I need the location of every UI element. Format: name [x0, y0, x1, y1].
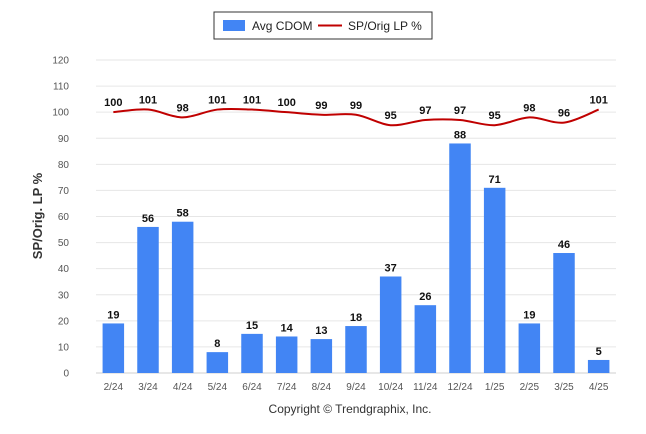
- x-tick-label: 9/24: [346, 382, 366, 393]
- bar-data-label: 88: [454, 129, 466, 141]
- line-data-label: 98: [177, 102, 189, 114]
- bar: [449, 143, 471, 373]
- y-tick-label: 80: [58, 160, 70, 171]
- bar-data-label: 14: [281, 322, 294, 334]
- y-tick-label: 0: [63, 369, 69, 380]
- legend: Avg CDOM SP/Orig LP %: [213, 11, 433, 40]
- x-tick-label: 12/24: [447, 382, 472, 393]
- x-tick-label: 7/24: [277, 382, 297, 393]
- bar: [171, 221, 194, 373]
- line-data-label: 95: [489, 110, 501, 122]
- line-data-label: 99: [315, 100, 327, 112]
- line-data-label: 99: [350, 100, 362, 112]
- bar-data-label: 46: [558, 239, 570, 251]
- line-data-label: 101: [243, 95, 261, 107]
- x-tick-label: 3/25: [554, 382, 574, 393]
- line-data-label: 97: [419, 105, 431, 117]
- bar-data-label: 19: [523, 309, 535, 321]
- line-data-label: 97: [454, 105, 466, 117]
- bar-data-label: 19: [107, 309, 119, 321]
- line-series: 100 101 98 101 101 100 99 99 95 97 97 95 98 96 101: [104, 95, 608, 127]
- bar-data-label: 15: [246, 320, 258, 332]
- y-tick-label: 60: [58, 212, 70, 223]
- bar-data-label: 37: [385, 262, 397, 274]
- line-series-path: [113, 107, 600, 127]
- x-tick-labels: 2/24 3/24 4/24 5/24 6/24 7/24 8/24 9/24 10/24 11/…: [104, 382, 609, 393]
- bar: [102, 323, 125, 373]
- y-tick-labels: 0 10 20 30 40 50 60 70 80 90 100 110 120: [52, 56, 69, 380]
- bar-data-label: 18: [350, 312, 362, 324]
- line-data-label: 101: [589, 95, 607, 107]
- bar: [241, 333, 263, 373]
- x-tick-label: 4/24: [173, 382, 193, 393]
- x-tick-label: 11/24: [413, 382, 438, 393]
- y-tick-label: 70: [58, 186, 70, 197]
- line-data-label: 95: [385, 110, 397, 122]
- y-axis-label: SP/Orig. LP %: [30, 172, 45, 259]
- legend-label-bar: Avg CDOM: [252, 19, 312, 33]
- x-tick-label: 4/25: [589, 382, 609, 393]
- bar: [553, 253, 575, 373]
- y-tick-label: 120: [52, 56, 69, 67]
- bar-data-label: 56: [142, 213, 154, 225]
- line-data-label: 101: [139, 95, 157, 107]
- bar: [414, 305, 437, 373]
- y-tick-label: 20: [58, 316, 70, 327]
- y-tick-label: 40: [58, 264, 70, 275]
- line-data-label: 100: [277, 97, 295, 109]
- bar: [483, 187, 506, 373]
- bar: [587, 359, 610, 373]
- bar: [345, 326, 367, 373]
- bar-data-label: 5: [596, 346, 602, 358]
- x-tick-label: 3/24: [138, 382, 158, 393]
- x-tick-label: 6/24: [242, 382, 262, 393]
- line-data-label: 101: [208, 95, 226, 107]
- y-tick-label: 50: [58, 238, 70, 249]
- bar: [379, 276, 402, 373]
- y-tick-label: 90: [58, 134, 70, 145]
- bar: [518, 323, 541, 373]
- y-tick-label: 30: [58, 290, 70, 301]
- bar-data-label: 71: [489, 174, 501, 186]
- line-data-label: 96: [558, 108, 570, 120]
- bar: [206, 352, 229, 373]
- bar-data-label: 13: [315, 325, 327, 337]
- bar: [275, 336, 298, 373]
- bar: [137, 226, 159, 373]
- legend-label-line: SP/Orig LP %: [348, 19, 422, 33]
- x-tick-label: 10/24: [378, 382, 403, 393]
- x-tick-label: 5/24: [208, 382, 228, 393]
- bar: [310, 339, 333, 373]
- bars: 19 56 58 8 15 14 13 18 37 26 88 71 19 46 5: [102, 129, 610, 373]
- line-data-label: 100: [104, 97, 122, 109]
- line-data-label: 98: [523, 102, 535, 114]
- y-tick-label: 100: [52, 108, 69, 119]
- bar-data-label: 58: [177, 208, 189, 220]
- x-tick-label: 8/24: [312, 382, 332, 393]
- x-tick-label: 2/25: [520, 382, 540, 393]
- x-tick-label: 1/25: [485, 382, 505, 393]
- y-tick-label: 10: [58, 342, 70, 353]
- bar-data-label: 8: [214, 338, 220, 350]
- x-tick-label: 2/24: [104, 382, 124, 393]
- bar-data-label: 26: [419, 291, 431, 303]
- copyright-credit: Copyright © Trendgraphix, Inc.: [269, 402, 432, 416]
- legend-swatch-bar: [223, 20, 245, 31]
- y-tick-label: 110: [53, 82, 69, 93]
